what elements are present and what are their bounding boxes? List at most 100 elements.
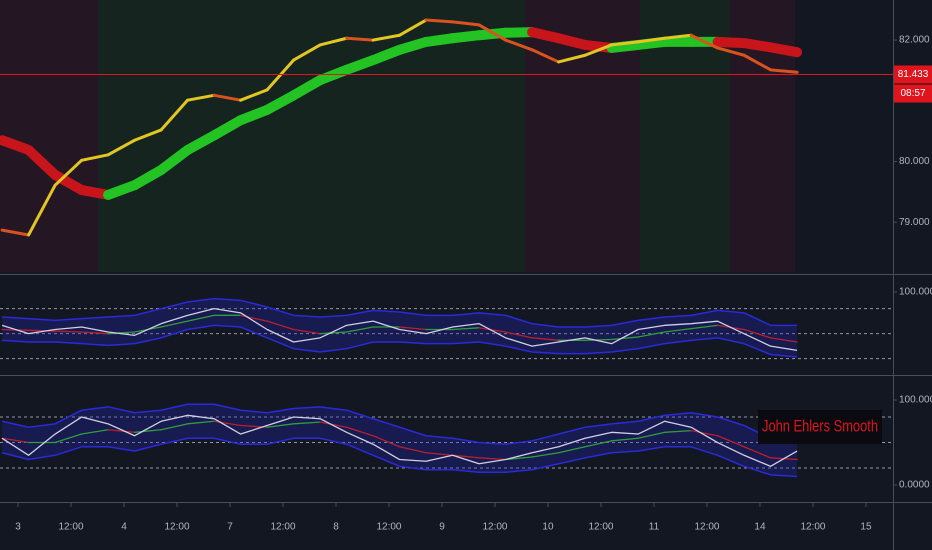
trend-segment: [1, 437, 30, 444]
trend-segment: [345, 36, 375, 42]
trend-segment: [531, 452, 560, 458]
y-tick-label: 80.000: [899, 156, 930, 167]
x-tick-label: 7: [227, 522, 233, 533]
trend-segment: [292, 421, 321, 425]
trend-segment: [345, 326, 374, 333]
session-shade: [98, 0, 525, 272]
trend-segment: [239, 88, 269, 102]
trend-segment: [133, 429, 162, 433]
band-fill: [2, 298, 798, 357]
y-tick-label: 0.0000: [899, 480, 930, 491]
trend-segment: [319, 331, 348, 335]
trend-segment: [557, 53, 587, 64]
trend-segment: [424, 18, 455, 24]
trend-segment: [610, 437, 639, 442]
trend-segment: [637, 331, 666, 338]
series-line: [1, 414, 798, 467]
countdown-label: 08:57: [900, 88, 925, 99]
band-lower: [1, 437, 798, 478]
trend-segment: [689, 33, 720, 50]
trend-segment: [742, 53, 773, 72]
trend-segment: [371, 33, 402, 42]
pane: 100.0000: [0, 287, 932, 360]
trend-segment: [425, 452, 454, 456]
x-tick-label: 12:00: [800, 522, 825, 533]
x-tick-label: 12:00: [482, 522, 507, 533]
session-shade: [0, 0, 98, 272]
countdown-box: [894, 84, 932, 103]
x-tick-label: 9: [439, 522, 445, 533]
trend-segment: [345, 426, 374, 437]
trend-segment: [451, 454, 480, 459]
trend-segment: [50, 169, 87, 196]
trend-segment: [743, 446, 772, 459]
trend-segment: [186, 420, 215, 425]
trend-segment: [504, 331, 533, 339]
trend-segment: [530, 48, 561, 64]
x-tick-label: 12:00: [694, 522, 719, 533]
trend-segment: [372, 435, 401, 448]
trend-segment: [156, 144, 193, 175]
trend-segment: [80, 153, 110, 162]
x-tick-label: 12:00: [59, 522, 84, 533]
trend-segment: [451, 20, 481, 27]
x-tick-label: 12:00: [164, 522, 189, 533]
trend-segment: [769, 68, 799, 74]
trend-segment: [636, 36, 667, 44]
trend-segment: [54, 330, 83, 333]
trend-segment: [743, 328, 772, 339]
band-lower: [2, 324, 798, 358]
trend-segment: [292, 328, 321, 335]
trend-segment: [716, 46, 746, 57]
trend-segment: [160, 320, 189, 328]
trend-segment: [451, 327, 480, 331]
trend-segment: [319, 421, 348, 428]
trend-segment: [690, 324, 719, 330]
trend-segment: [663, 328, 692, 333]
trend-segment: [80, 331, 109, 335]
trend-segment: [186, 314, 215, 322]
trend-segment: [716, 435, 745, 448]
trend-segment: [478, 327, 507, 333]
y-tick-label: 82.000: [899, 35, 930, 46]
trend-segment: [584, 440, 613, 448]
trend-segment: [318, 36, 349, 47]
last-price-box: [894, 65, 932, 84]
trend-segment: [266, 423, 295, 428]
trend-segment: [610, 336, 639, 341]
trend-segment: [663, 429, 692, 433]
trend-segment: [106, 138, 137, 157]
trend-segment: [27, 329, 56, 332]
x-tick-label: 8: [333, 522, 339, 533]
trend-segment: [398, 326, 427, 331]
x-tick-label: 12:00: [270, 522, 295, 533]
x-tick-label: 12:00: [588, 522, 613, 533]
trend-segment: [53, 158, 84, 187]
trend-segment: [584, 338, 613, 341]
band-upper: [1, 403, 798, 445]
trend-segment: [477, 23, 508, 42]
x-tick-label: 11: [649, 522, 660, 533]
pane: 100.0000 0.0000 John Ehlers Smooth 3 12:00 4 1…: [0, 395, 932, 533]
band-upper: [2, 297, 798, 328]
trend-segment: [262, 90, 299, 115]
trend-segment: [583, 43, 614, 57]
trend-segment: [398, 18, 428, 37]
trend-segment: [288, 75, 326, 101]
trend-segment: [160, 423, 189, 431]
trend-segment: [557, 446, 586, 454]
trend-segment: [478, 457, 507, 461]
y-tick-label: 100.0000: [899, 395, 932, 406]
trend-segment: [129, 165, 167, 191]
trend-segment: [663, 33, 693, 40]
series-line: [1, 308, 798, 351]
trend-segment: [212, 93, 243, 102]
trend-segment: [54, 433, 83, 444]
trend-segment: [107, 331, 136, 335]
trend-segment: [398, 446, 427, 454]
trend-segment: [765, 42, 803, 58]
y-tick-label: 79.000: [899, 217, 930, 228]
trend-segment: [292, 43, 322, 62]
annotation: John Ehlers Smooth: [762, 416, 878, 435]
x-tick-label: 3: [15, 522, 21, 533]
